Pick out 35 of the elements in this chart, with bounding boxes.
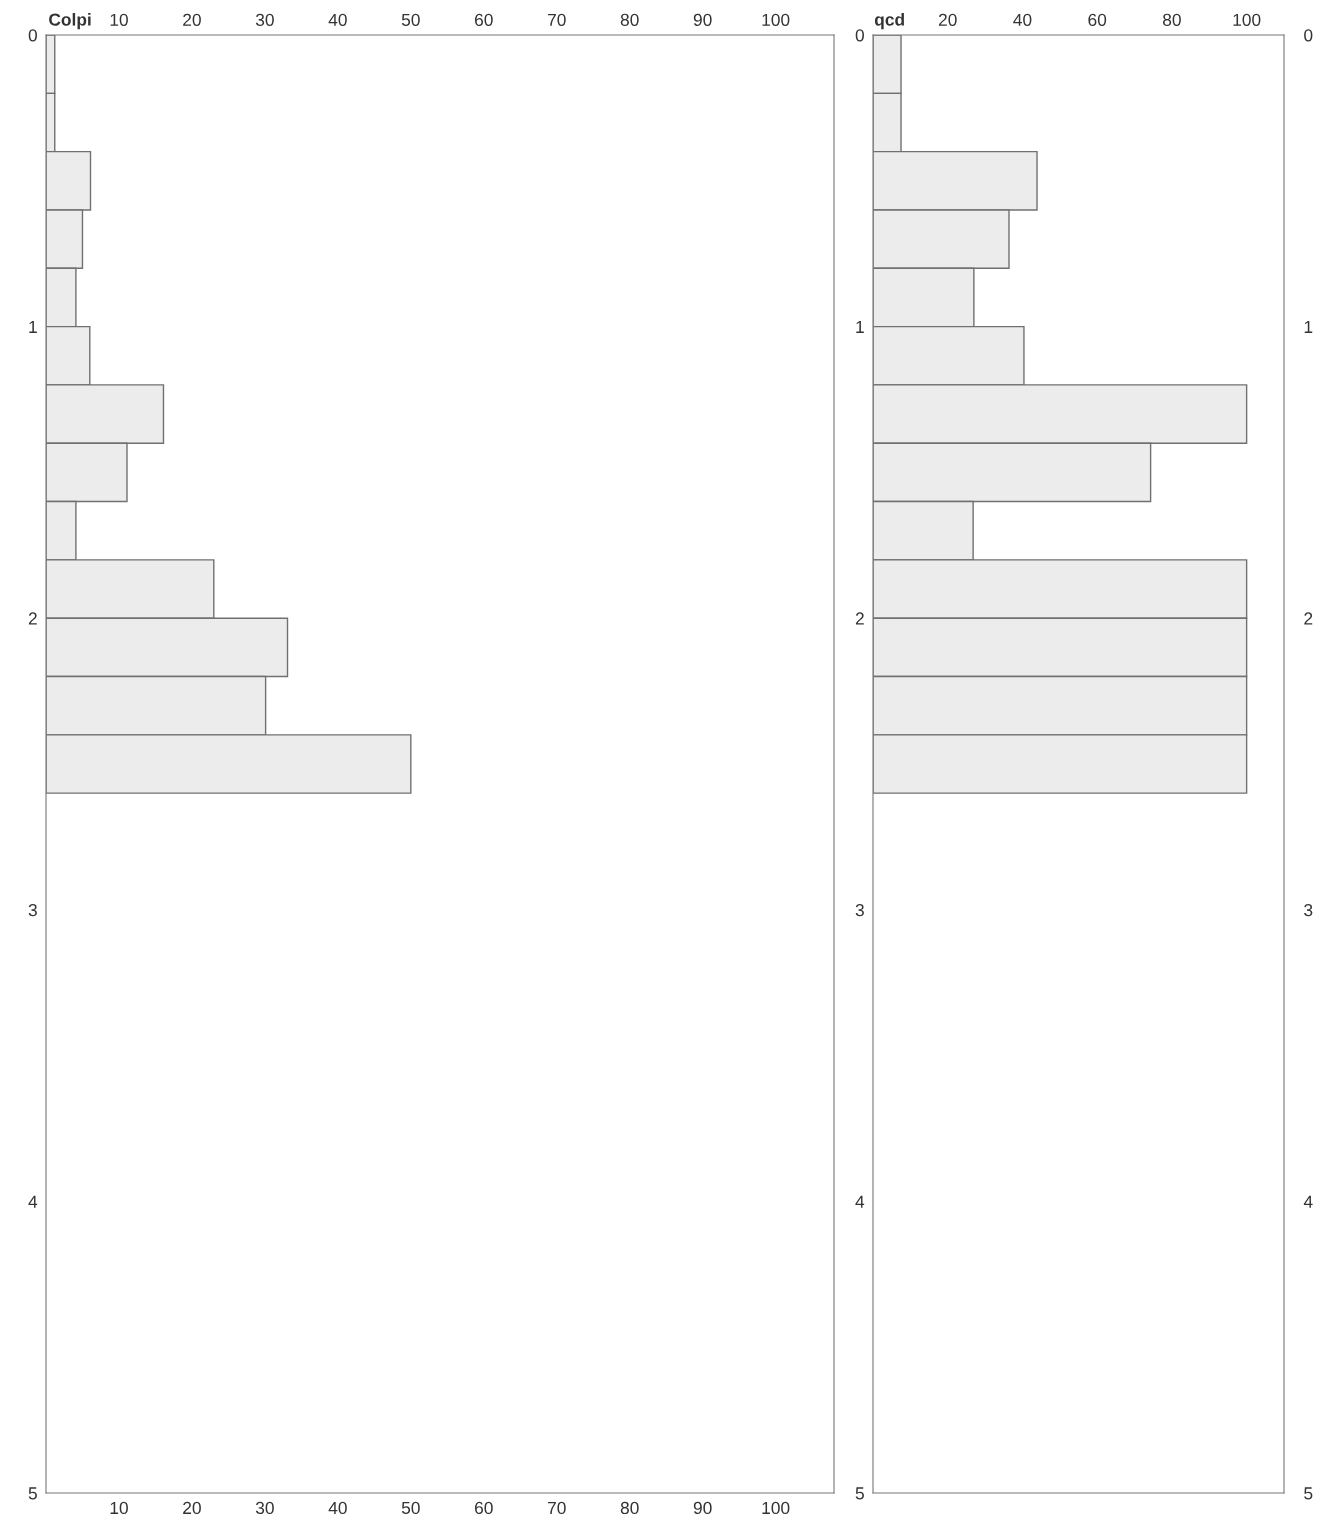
y2-tick-label: 0: [1304, 29, 1313, 42]
x-tick-label: 80: [1163, 13, 1181, 27]
y-tick-label: 3: [855, 903, 864, 917]
x-tick-label: 100: [762, 1501, 790, 1515]
x-tick-label: 60: [475, 1501, 493, 1515]
y-tick-label: 1: [29, 320, 37, 333]
y2-tick-label: 5: [1304, 1487, 1313, 1500]
x-tick-label: 100: [1233, 13, 1261, 27]
y-tick-label: 0: [855, 29, 864, 42]
y2-tick-label: 4: [1303, 1195, 1313, 1208]
chart-title: qcd: [874, 12, 904, 30]
y-tick-label: 3: [28, 903, 37, 917]
x-tick-label: 50: [401, 1501, 420, 1515]
x-tick-label: 90: [693, 1501, 712, 1515]
x-tick-label: 30: [255, 1501, 274, 1515]
y-tick-label: 2: [855, 612, 864, 625]
chart-title: Colpi: [49, 12, 91, 30]
y-tick-label: 4: [28, 1195, 38, 1208]
x-tick-label: 60: [1088, 13, 1107, 27]
y-tick-label: 1: [856, 320, 864, 333]
y-tick-label: 5: [855, 1487, 864, 1500]
y-tick-label: 2: [28, 612, 37, 625]
x-tick-label: 40: [328, 1501, 347, 1515]
y-tick-label: 4: [855, 1195, 865, 1208]
y2-tick-label: 3: [1304, 903, 1313, 917]
x-tick-label: 80: [620, 1501, 639, 1515]
x-tick-label: 20: [938, 13, 957, 27]
x-tick-label: 40: [1013, 13, 1032, 27]
y-tick-label: 5: [28, 1487, 37, 1500]
y2-tick-label: 2: [1304, 612, 1313, 625]
x-tick-label: 10: [110, 1501, 128, 1515]
y2-tick-label: 1: [1304, 320, 1313, 333]
y-tick-label: 0: [28, 29, 37, 42]
x-tick-label: 70: [547, 1501, 566, 1515]
x-tick-label: 20: [183, 1501, 201, 1515]
